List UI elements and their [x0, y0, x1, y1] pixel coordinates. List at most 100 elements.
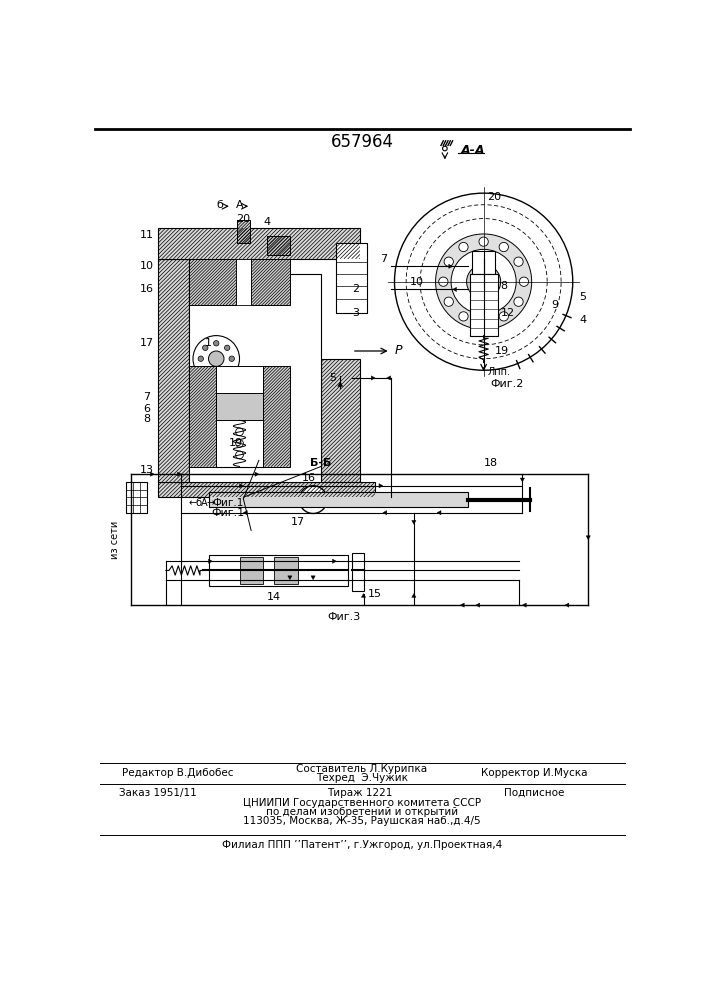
- Circle shape: [451, 249, 516, 314]
- Text: 10: 10: [139, 261, 153, 271]
- Polygon shape: [437, 511, 441, 515]
- Text: Б-Б: Б-Б: [310, 458, 332, 468]
- Text: 8: 8: [143, 414, 150, 424]
- Circle shape: [225, 345, 230, 351]
- Polygon shape: [476, 603, 480, 607]
- Bar: [189, 259, 235, 305]
- Bar: [263, 366, 290, 466]
- Text: Фиг.2: Фиг.2: [490, 379, 524, 389]
- Circle shape: [443, 146, 448, 151]
- Bar: [189, 366, 216, 466]
- Bar: [352, 553, 363, 591]
- Circle shape: [229, 356, 235, 361]
- Circle shape: [476, 274, 491, 289]
- Circle shape: [235, 451, 243, 459]
- Text: Корректор И.Муска: Корректор И.Муска: [481, 768, 588, 778]
- Text: б: б: [216, 200, 223, 210]
- Text: 10: 10: [410, 277, 424, 287]
- Bar: [158, 482, 375, 497]
- Text: 19: 19: [228, 438, 243, 448]
- Circle shape: [235, 440, 243, 447]
- Circle shape: [214, 341, 219, 346]
- Text: Лпп.: Лпп.: [488, 367, 510, 377]
- Bar: [274, 557, 298, 584]
- Bar: [235, 259, 251, 305]
- Text: А: А: [235, 200, 243, 210]
- Polygon shape: [379, 484, 383, 488]
- Bar: [237, 220, 250, 243]
- Text: б: б: [195, 498, 201, 508]
- Text: 113035, Москва, Ж-35, Раушская наб.,д.4/5: 113035, Москва, Ж-35, Раушская наб.,д.4/…: [243, 816, 481, 826]
- Polygon shape: [565, 603, 569, 607]
- Bar: [158, 228, 360, 259]
- Polygon shape: [387, 376, 391, 380]
- Circle shape: [198, 356, 204, 361]
- Text: Филиал ППП ’’Патент’’, г.Ужгород, ул.Проектная,4: Филиал ППП ’’Патент’’, г.Ужгород, ул.Про…: [222, 840, 502, 850]
- Text: 4: 4: [263, 217, 270, 227]
- Text: ←: ←: [189, 498, 197, 508]
- Text: Фиг.3: Фиг.3: [327, 612, 361, 622]
- Circle shape: [459, 312, 468, 321]
- Polygon shape: [151, 472, 154, 476]
- Text: 20: 20: [488, 192, 502, 202]
- Circle shape: [459, 242, 468, 252]
- Text: Фиг.1: Фиг.1: [211, 508, 245, 518]
- Bar: [469, 274, 498, 336]
- Bar: [251, 259, 290, 305]
- Bar: [158, 259, 189, 482]
- Circle shape: [299, 486, 327, 513]
- Circle shape: [514, 297, 523, 306]
- Polygon shape: [383, 511, 387, 515]
- Text: 16: 16: [303, 473, 316, 483]
- Bar: [189, 274, 321, 482]
- Circle shape: [214, 371, 219, 377]
- Bar: [158, 228, 360, 259]
- Bar: [158, 259, 189, 482]
- Circle shape: [395, 193, 573, 370]
- Text: Подписное: Подписное: [504, 788, 564, 798]
- Text: Редактор В.Дибобес: Редактор В.Дибобес: [122, 768, 233, 778]
- Polygon shape: [177, 472, 182, 476]
- Bar: [237, 220, 250, 243]
- Polygon shape: [338, 382, 343, 386]
- Bar: [189, 366, 216, 466]
- Text: 1: 1: [205, 338, 212, 348]
- Bar: [189, 259, 235, 305]
- Polygon shape: [522, 603, 526, 607]
- Bar: [126, 482, 147, 513]
- Polygon shape: [240, 484, 243, 488]
- Circle shape: [479, 237, 489, 246]
- Text: 4: 4: [579, 315, 586, 325]
- Bar: [209, 492, 468, 507]
- Circle shape: [444, 257, 453, 266]
- Circle shape: [499, 312, 508, 321]
- Circle shape: [235, 428, 243, 436]
- Text: 17: 17: [291, 517, 305, 527]
- Bar: [263, 366, 290, 466]
- Bar: [216, 393, 263, 420]
- Text: Составитель Л.Курипка: Составитель Л.Курипка: [296, 764, 428, 774]
- Bar: [216, 366, 263, 466]
- Circle shape: [203, 345, 208, 351]
- Text: 15: 15: [368, 589, 381, 599]
- Circle shape: [499, 242, 508, 252]
- Bar: [267, 235, 290, 255]
- Polygon shape: [452, 287, 457, 292]
- Polygon shape: [332, 559, 337, 563]
- Text: 657964: 657964: [330, 133, 394, 151]
- Circle shape: [479, 317, 489, 326]
- Text: 5: 5: [579, 292, 586, 302]
- Bar: [240, 557, 263, 584]
- Circle shape: [209, 351, 224, 366]
- Circle shape: [203, 367, 208, 372]
- Polygon shape: [371, 376, 375, 380]
- Polygon shape: [288, 576, 292, 580]
- Polygon shape: [209, 559, 212, 563]
- Text: 13: 13: [139, 465, 153, 475]
- Circle shape: [519, 277, 529, 286]
- Circle shape: [444, 297, 453, 306]
- Text: 8: 8: [501, 281, 508, 291]
- Text: 20: 20: [236, 214, 250, 224]
- Circle shape: [438, 277, 448, 286]
- Polygon shape: [311, 576, 315, 580]
